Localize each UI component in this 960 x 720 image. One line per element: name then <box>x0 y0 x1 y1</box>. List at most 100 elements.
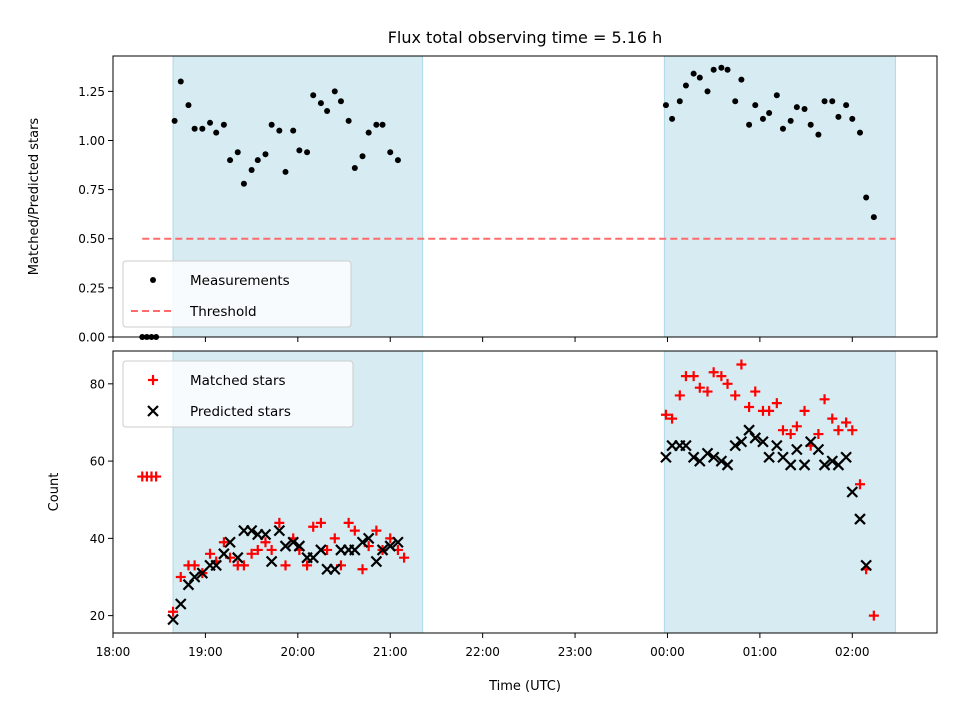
data-point <box>860 559 872 572</box>
data-point <box>708 367 719 378</box>
data-point <box>174 598 187 610</box>
data-point <box>676 98 683 105</box>
data-point <box>240 180 247 187</box>
data-point <box>843 102 850 109</box>
data-point <box>773 92 780 99</box>
x-tick-label: 20:00 <box>281 645 316 659</box>
data-point <box>317 100 324 107</box>
data-point <box>384 540 397 552</box>
data-point <box>379 121 386 128</box>
legend-label: Matched stars <box>190 373 286 389</box>
data-point <box>730 390 741 401</box>
data-point <box>827 413 838 424</box>
data-point <box>343 517 354 528</box>
y-axis-label: Count <box>47 473 62 512</box>
data-point <box>736 359 747 370</box>
data-point <box>724 66 731 73</box>
top-panel: 0.00 0.25 0.50 0.75 1.00 1.25 Matched/Predicte… <box>27 55 938 345</box>
data-point <box>854 513 866 525</box>
data-point <box>744 402 755 413</box>
data-point <box>779 125 786 132</box>
series-plus <box>137 359 879 621</box>
x-tick-label: 23:00 <box>558 645 593 659</box>
data-point <box>370 555 383 568</box>
data-point <box>662 102 669 109</box>
series-cross <box>167 424 872 626</box>
data-point <box>260 537 271 548</box>
data-point <box>784 459 797 471</box>
data-point <box>351 165 358 172</box>
legend-label: Measurements <box>190 273 290 289</box>
data-point <box>688 371 699 382</box>
data-point <box>815 131 822 138</box>
y-tick-label: 20 <box>90 609 105 623</box>
data-point <box>849 115 856 122</box>
x-tick-label: 02:00 <box>835 645 870 659</box>
data-point <box>847 425 858 436</box>
data-point <box>337 98 344 105</box>
data-point <box>304 149 311 156</box>
data-point <box>716 371 727 382</box>
legend-box <box>122 260 352 328</box>
data-point <box>177 78 184 85</box>
data-point <box>863 194 870 201</box>
data-point <box>376 544 389 556</box>
data-point <box>813 429 824 440</box>
x-tick-label: 21:00 <box>373 645 408 659</box>
data-point <box>356 536 369 548</box>
y-tick-label: 0.00 <box>78 331 105 345</box>
data-point <box>821 98 828 105</box>
data-point <box>315 517 326 528</box>
data-point <box>833 425 844 436</box>
data-point <box>807 121 814 128</box>
data-point <box>749 432 762 444</box>
x-axis-label: Time (UTC) <box>488 679 561 694</box>
data-point <box>687 451 700 464</box>
axes-frame <box>112 55 938 338</box>
data-point <box>218 537 229 548</box>
data-point <box>252 544 263 555</box>
data-point <box>801 106 808 113</box>
legend: Measurements Threshold <box>122 260 352 328</box>
legend-marker <box>147 405 159 417</box>
data-point <box>732 98 739 105</box>
data-point <box>188 571 201 583</box>
data-point <box>690 70 697 77</box>
legend-label: Threshold <box>189 304 257 320</box>
data-point <box>835 113 842 120</box>
data-point <box>331 88 338 95</box>
data-point <box>210 559 222 572</box>
data-point <box>841 417 852 428</box>
data-point <box>213 129 220 136</box>
data-point <box>771 398 782 409</box>
data-point <box>227 157 234 164</box>
y-tick-label: 0.75 <box>78 183 105 197</box>
data-point <box>168 606 179 617</box>
data-point <box>189 560 200 571</box>
data-point <box>702 386 713 397</box>
data-point <box>371 525 382 536</box>
data-point <box>279 540 292 552</box>
data-point <box>856 129 863 136</box>
data-point <box>701 447 714 460</box>
data-point <box>743 424 755 436</box>
data-point <box>287 536 299 548</box>
data-point <box>791 443 803 456</box>
data-point <box>738 76 745 83</box>
data-point <box>322 544 333 555</box>
data-point <box>707 451 720 464</box>
data-point <box>704 88 711 95</box>
data-point <box>721 459 734 471</box>
bottom-panel: 18:00 19:00 20:00 21:00 22:00 23:00 00:00 01:00… <box>47 350 938 694</box>
data-point <box>799 405 810 416</box>
data-point <box>345 117 352 124</box>
data-point <box>750 386 761 397</box>
data-point <box>819 394 830 405</box>
data-point <box>245 524 258 537</box>
y-tick-label: 0.25 <box>78 281 105 295</box>
data-point <box>660 409 671 420</box>
y-tick-label: 80 <box>90 377 105 391</box>
data-point <box>667 413 678 424</box>
data-point <box>218 548 230 560</box>
data-point <box>265 555 278 568</box>
